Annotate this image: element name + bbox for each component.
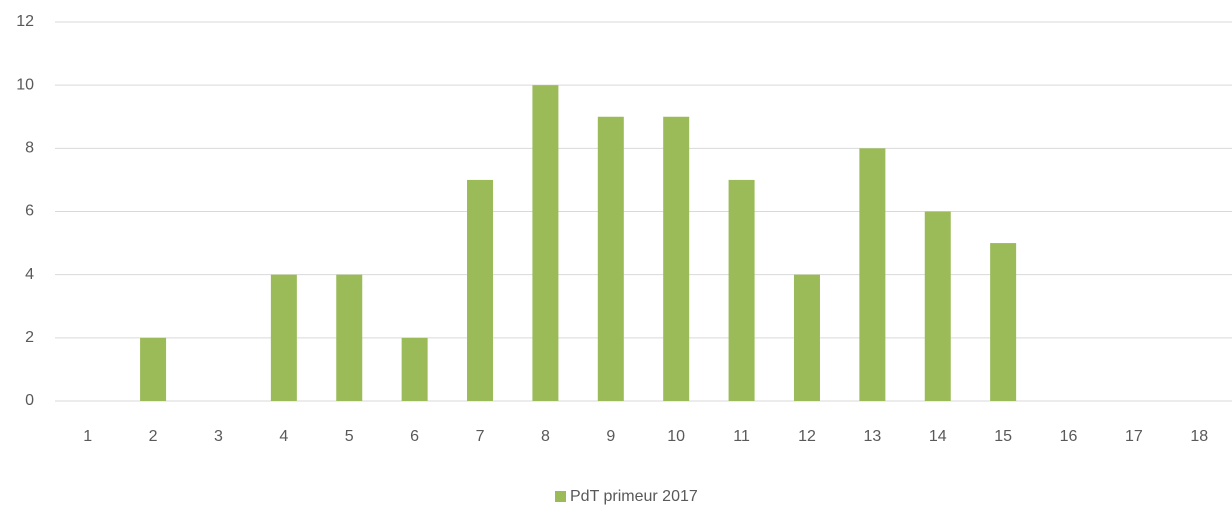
y-tick-label: 8 <box>25 140 34 157</box>
x-tick-label: 11 <box>733 428 750 445</box>
y-tick-label: 2 <box>25 329 34 346</box>
bar <box>597 116 624 401</box>
x-tick-label: 3 <box>214 428 223 445</box>
x-tick-label: 2 <box>149 428 158 445</box>
bar <box>401 337 428 401</box>
x-tick-label: 13 <box>863 428 881 445</box>
x-tick-label: 17 <box>1125 428 1143 445</box>
x-tick-label: 1 <box>83 428 92 445</box>
legend-swatch <box>555 491 566 502</box>
bar <box>793 274 820 401</box>
bar <box>140 337 167 401</box>
x-tick-label: 8 <box>541 428 550 445</box>
bar <box>990 243 1017 401</box>
x-tick-label: 5 <box>345 428 354 445</box>
y-tick-label: 12 <box>16 13 34 30</box>
y-tick-label: 6 <box>25 203 34 220</box>
bar <box>532 85 559 402</box>
x-tick-label: 12 <box>798 428 816 445</box>
bar <box>336 274 363 401</box>
bar <box>859 148 886 401</box>
x-tick-label: 10 <box>667 428 685 445</box>
bar <box>924 211 951 401</box>
x-tick-label: 18 <box>1190 428 1208 445</box>
bar <box>467 179 494 401</box>
x-tick-label: 14 <box>929 428 947 445</box>
x-tick-label: 6 <box>410 428 419 445</box>
bar <box>728 179 755 401</box>
x-tick-label: 4 <box>279 428 288 445</box>
y-tick-label: 10 <box>16 76 34 93</box>
legend-label: PdT primeur 2017 <box>570 488 698 505</box>
x-tick-label: 15 <box>994 428 1012 445</box>
bar <box>270 274 297 401</box>
bar <box>663 116 690 401</box>
x-tick-label: 16 <box>1060 428 1078 445</box>
y-tick-label: 0 <box>25 392 34 409</box>
y-tick-label: 4 <box>25 266 34 283</box>
x-tick-label: 7 <box>476 428 485 445</box>
x-tick-label: 9 <box>606 428 615 445</box>
